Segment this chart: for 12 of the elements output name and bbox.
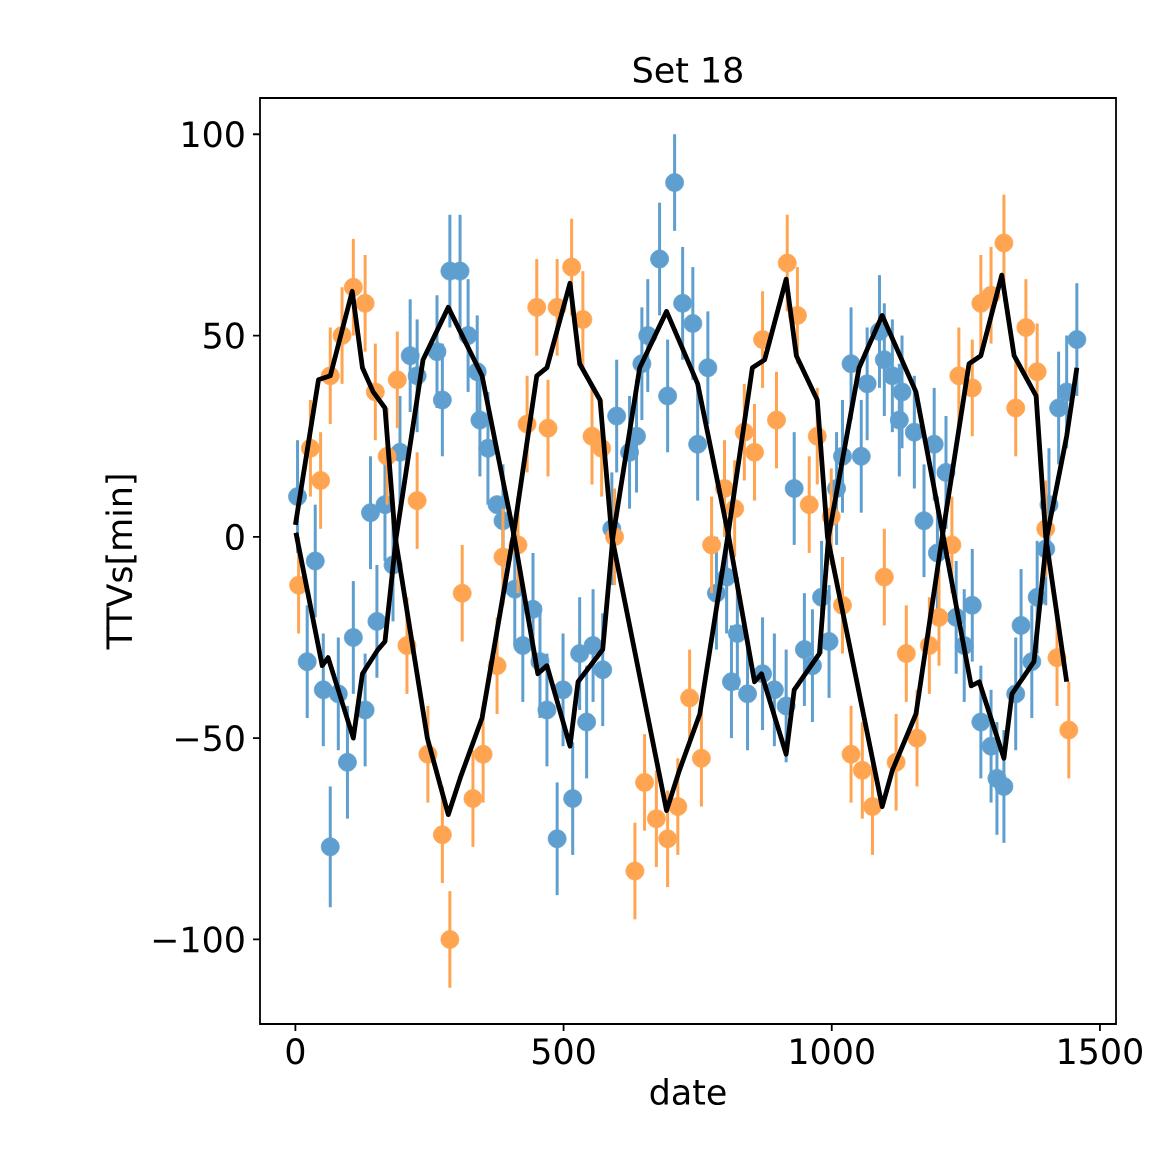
y-tick-label: 0 [226, 523, 244, 551]
x-tick-label: 1500 [1059, 1038, 1142, 1065]
y-tick-label: 50 [204, 322, 244, 349]
y-tick-label: −100 [153, 926, 244, 953]
y-tick-label: −50 [176, 724, 244, 752]
x-tick-label: 500 [532, 1038, 595, 1065]
chart-title: Set 18 [633, 56, 742, 83]
x-tick-label: 0 [286, 1038, 305, 1065]
y-tick-label: 100 [183, 121, 244, 148]
y-axis-title: TTVs[min] [105, 475, 137, 650]
x-tick-label: 1000 [791, 1038, 874, 1065]
x-axis-title: date [650, 1078, 726, 1106]
